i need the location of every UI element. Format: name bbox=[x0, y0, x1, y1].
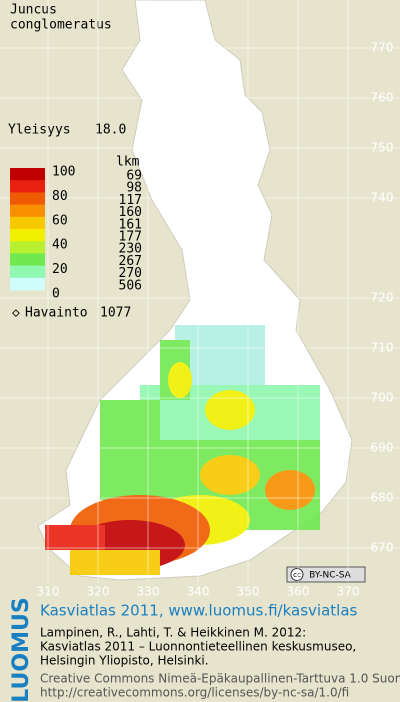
legend-scale-label: 100 bbox=[52, 165, 75, 180]
legend-scale-label: 20 bbox=[52, 262, 68, 277]
legend-count: 161 bbox=[119, 217, 142, 232]
y-tick-label: 690 bbox=[371, 441, 394, 455]
x-tick-label: 320 bbox=[87, 585, 110, 599]
y-tick-label: 680 bbox=[371, 491, 394, 505]
x-tick-label: 310 bbox=[37, 585, 60, 599]
legend-swatch bbox=[10, 216, 45, 230]
legend-swatch bbox=[10, 229, 45, 242]
legend-swatch bbox=[10, 241, 45, 254]
count-header: lkm bbox=[116, 155, 140, 170]
badge-text: BY-NC-SA bbox=[309, 571, 352, 581]
occurrence-cells bbox=[45, 325, 320, 575]
license: Creative Commons Nimeä-Epäkaupallinen-Ta… bbox=[40, 672, 400, 686]
frequency-value: 18.0 bbox=[95, 123, 126, 138]
citation: Helsingin Yliopisto, Helsinki. bbox=[40, 654, 209, 668]
heading: Kasviatlas 2011, www.luomus.fi/kasviatla… bbox=[40, 602, 358, 620]
svg-text:cc: cc bbox=[293, 571, 301, 579]
observation-marker: ◇ bbox=[12, 306, 20, 321]
y-tick-label: 760 bbox=[371, 91, 394, 105]
brand: LUOMUS bbox=[9, 597, 34, 702]
legend-swatch bbox=[10, 204, 45, 218]
y-tick-label: 710 bbox=[371, 341, 394, 355]
legend-count: 160 bbox=[119, 205, 142, 220]
y-tick-label: 740 bbox=[371, 191, 394, 205]
frequency-label: Yleisyys bbox=[8, 123, 71, 138]
legend-swatch bbox=[10, 192, 45, 206]
legend-count: 267 bbox=[119, 254, 142, 269]
license: http://creativecommons.org/licenses/by-n… bbox=[40, 686, 349, 700]
legend-count: 69 bbox=[126, 169, 142, 184]
y-tick-label: 750 bbox=[371, 141, 394, 155]
y-tick-label: 700 bbox=[371, 391, 394, 405]
observation-count: 1077 bbox=[100, 306, 131, 321]
legend-count: 98 bbox=[126, 181, 142, 196]
observation-label: Havainto bbox=[25, 306, 88, 321]
legend-swatch bbox=[10, 180, 45, 193]
y-tick-label: 720 bbox=[371, 291, 394, 305]
legend-count: 177 bbox=[119, 230, 142, 245]
legend-count: 270 bbox=[119, 266, 142, 281]
legend-swatch bbox=[10, 277, 45, 291]
legend-scale-label: 60 bbox=[52, 213, 68, 228]
license-badge: cc BY-NC-SA bbox=[286, 566, 366, 583]
citation: Lampinen, R., Lahti, T. & Heikkinen M. 2… bbox=[40, 626, 306, 640]
x-tick-label: 330 bbox=[137, 585, 160, 599]
legend-count: 117 bbox=[119, 193, 142, 208]
legend-count: 506 bbox=[119, 278, 142, 293]
species-title: Juncus bbox=[10, 3, 57, 18]
y-tick-label: 770 bbox=[371, 41, 394, 55]
legend-swatch bbox=[10, 253, 45, 267]
legend-scale-label: 80 bbox=[52, 189, 68, 204]
legend-count: 230 bbox=[119, 242, 142, 257]
legend-scale-label: 40 bbox=[52, 238, 68, 253]
species-title: conglomeratus bbox=[10, 18, 112, 33]
citation: Kasviatlas 2011 – Luonnontieteellinen ke… bbox=[40, 640, 356, 654]
y-tick-label: 670 bbox=[371, 541, 394, 555]
legend-scale-label: 0 bbox=[52, 287, 60, 302]
legend-swatch bbox=[10, 168, 45, 181]
x-tick-label: 340 bbox=[187, 585, 210, 599]
legend-swatch bbox=[10, 265, 45, 279]
x-tick-label: 350 bbox=[237, 585, 260, 599]
x-tick-label: 360 bbox=[287, 585, 310, 599]
x-tick-label: 370 bbox=[337, 585, 360, 599]
